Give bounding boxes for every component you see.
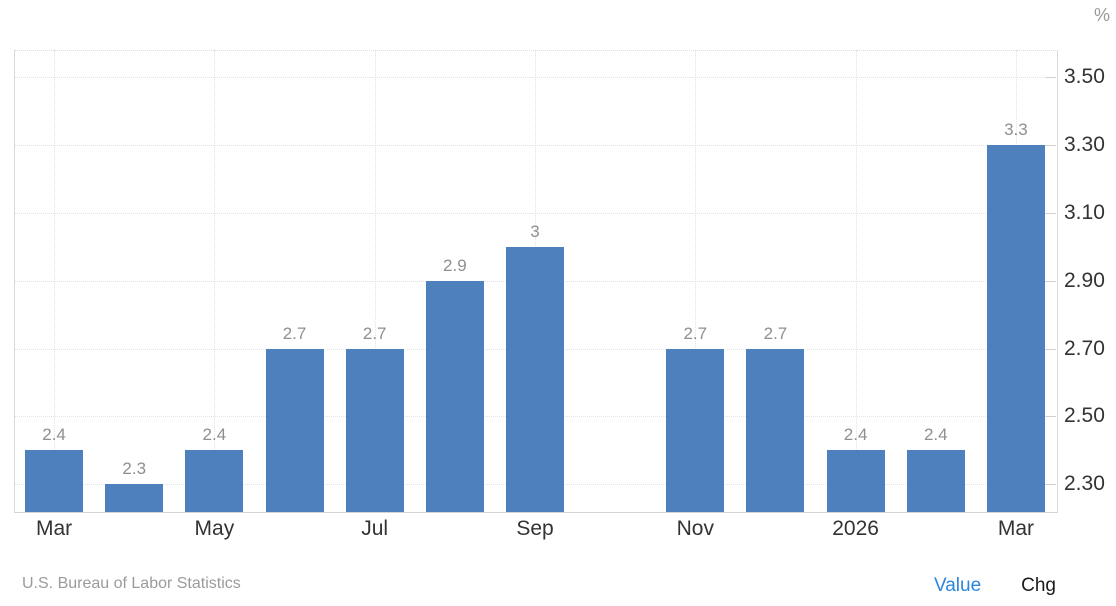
x-axis-label-Sep: Sep [516, 517, 554, 540]
bar-value-label: 2.4 [923, 425, 948, 445]
bar-slot-2[interactable] [185, 450, 244, 512]
y-axis-label-2.70: 2.70 [1064, 336, 1105, 360]
bar-value-label: 3.3 [1004, 119, 1028, 139]
y-axis-label-3.10: 3.10 [1064, 200, 1105, 224]
x-axis-label-Jul: Jul [361, 517, 389, 540]
bar-slot-8[interactable] [666, 348, 725, 512]
bar-slot-12[interactable] [986, 144, 1045, 512]
y-axis-label-2.30: 2.30 [1064, 472, 1105, 496]
y-axis-tick [1046, 77, 1056, 79]
bar-value-label: 2.9 [443, 255, 467, 275]
series-legend: Value Chg [0, 574, 1056, 597]
y-axis-tick [1046, 348, 1056, 350]
bar-value-label: 2.4 [202, 425, 227, 445]
y-axis-tick [1046, 144, 1056, 146]
x-axis-label-Nov: Nov [676, 517, 714, 540]
y-axis-tick [1046, 484, 1056, 486]
bar-slot-0[interactable] [25, 450, 84, 512]
y-axis-tick [1046, 416, 1056, 418]
x-gridline-May [214, 50, 216, 512]
bar-slot-6[interactable] [506, 246, 564, 512]
y-axis-label-3.50: 3.50 [1064, 65, 1105, 89]
y-axis-tick [1046, 212, 1056, 214]
bar-value-label: 3 [530, 221, 540, 241]
bar-slot-4[interactable] [345, 348, 404, 512]
y-axis-label-2.90: 2.90 [1064, 268, 1105, 292]
bar-slot-1[interactable] [105, 484, 164, 512]
bar-slot-5[interactable] [425, 280, 484, 512]
bar-slot-3[interactable] [265, 348, 324, 512]
x-gridline-2026 [855, 50, 857, 512]
x-gridline-Nov [695, 50, 697, 512]
bar-value-label: 2.7 [683, 323, 708, 343]
bar-value-label: 2.3 [122, 459, 147, 479]
source-link[interactable]: U.S. Bureau of Labor Statistics [22, 575, 241, 592]
y-axis-label-2.50: 2.50 [1064, 404, 1105, 428]
bar-slot-11[interactable] [906, 450, 965, 512]
bar-value-label: 2.4 [843, 425, 868, 445]
bar-value-label: 2.7 [362, 323, 387, 343]
y-axis-unit-label: % [1093, 5, 1110, 25]
value-toggle-button[interactable]: Value [933, 575, 982, 596]
x-gridline-Mar [54, 50, 56, 512]
bar-slot-9[interactable] [746, 348, 805, 512]
x-axis-label-May: May [194, 517, 235, 540]
y-axis-label-3.30: 3.30 [1064, 132, 1105, 156]
chg-toggle-button[interactable]: Chg [1021, 575, 1056, 596]
x-gridline-Jul [374, 50, 376, 512]
bar-value-label: 2.7 [282, 323, 307, 343]
x-axis-label-2026: 2026 [832, 517, 879, 540]
x-axis-label-Mar: Mar [997, 517, 1034, 540]
bar-slot-10[interactable] [826, 450, 885, 512]
bar-value-label: 2.4 [42, 425, 66, 445]
y-axis-tick [1046, 280, 1056, 282]
bar-value-label: 2.7 [763, 323, 788, 343]
x-axis-label-Mar: Mar [35, 517, 73, 540]
